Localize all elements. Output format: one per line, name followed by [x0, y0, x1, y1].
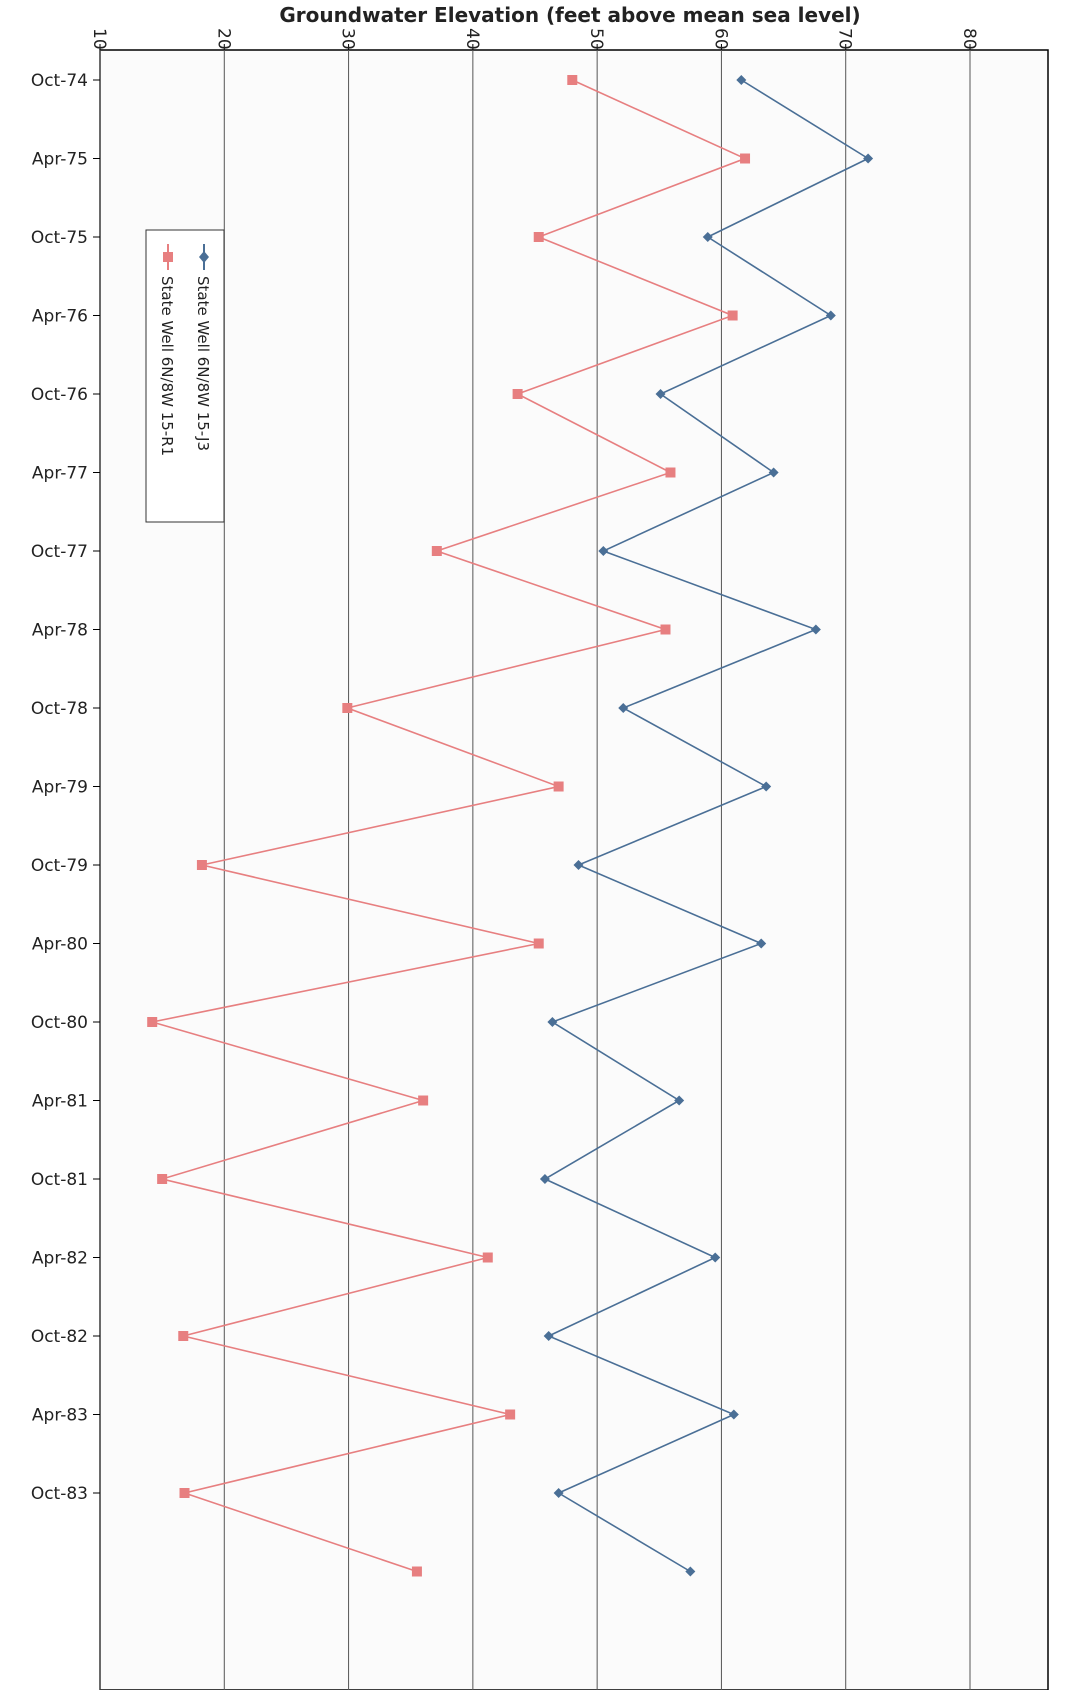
data-point	[533, 232, 544, 242]
data-point	[768, 467, 779, 478]
data-point	[740, 153, 751, 164]
series-layer	[147, 75, 874, 1577]
legend-label-1: State Well 6N/8W 15-J3	[194, 276, 212, 451]
data-point	[710, 1252, 721, 1263]
data-point	[533, 938, 544, 949]
data-point	[761, 781, 772, 792]
data-point	[567, 75, 578, 85]
category-tick-label: Oct-79	[31, 856, 88, 876]
plot-area	[99, 49, 1049, 1690]
data-point	[147, 1017, 158, 1027]
legend-marker-1	[199, 251, 209, 263]
value-tick-label: 60	[710, 28, 730, 50]
data-point	[736, 75, 747, 85]
category-tick-label: Oct-81	[31, 1170, 88, 1190]
data-point	[178, 1331, 189, 1341]
data-point	[553, 1488, 564, 1498]
category-axis-ticks: Oct-74 Apr-75 Oct-75 Apr-76 Oct-76 Apr-77 Oct-…	[31, 71, 100, 1504]
data-point	[196, 860, 207, 870]
data-point	[547, 1017, 558, 1027]
data-point	[512, 389, 523, 399]
data-point	[618, 703, 629, 713]
value-tick-label: 50	[586, 28, 606, 50]
category-tick-label: Apr-80	[32, 935, 88, 955]
legend-label-2: State Well 6N/8W 15-R1	[158, 276, 176, 456]
data-point	[411, 1566, 422, 1577]
data-point	[543, 1331, 554, 1341]
legend-item-1: State Well 6N/8W 15-J3	[194, 244, 212, 451]
series-line	[543, 79, 870, 1573]
value-tick-label: 30	[338, 28, 358, 50]
category-tick-label: Apr-75	[32, 150, 88, 170]
data-point	[674, 1095, 685, 1106]
category-tick-label: Oct-76	[31, 385, 88, 405]
category-tick-label: Oct-83	[31, 1484, 88, 1504]
data-point	[863, 153, 874, 164]
category-tick-label: Apr-78	[32, 621, 88, 641]
value-tick-label: 40	[462, 28, 482, 50]
data-point	[665, 467, 676, 478]
data-point	[157, 1174, 168, 1184]
data-point	[431, 546, 442, 556]
value-tick-label: 20	[213, 28, 233, 50]
category-tick-label: Apr-81	[32, 1092, 88, 1112]
data-point	[539, 1174, 550, 1184]
value-tick-label: 10	[89, 28, 109, 50]
legend: State Well 6N/8W 15-J3 State Well 6N/8W …	[145, 229, 225, 523]
value-axis-title: Groundwater Elevation (feet above mean s…	[279, 3, 860, 27]
series-line	[151, 79, 748, 1573]
data-point	[810, 624, 821, 635]
value-tick-label: 80	[959, 28, 979, 50]
data-point	[660, 624, 671, 635]
category-tick-label: Apr-76	[32, 307, 88, 327]
category-tick-label: Oct-80	[31, 1013, 88, 1033]
data-point	[418, 1095, 429, 1106]
category-tick-label: Oct-82	[31, 1327, 88, 1347]
data-point	[179, 1488, 190, 1498]
data-point	[728, 1409, 739, 1420]
data-point	[342, 703, 353, 713]
data-point	[573, 860, 584, 870]
legend-item-2: State Well 6N/8W 15-R1	[158, 244, 176, 456]
category-tick-label: Apr-79	[32, 778, 88, 798]
data-point	[505, 1409, 516, 1420]
series-1	[539, 75, 874, 1577]
legend-marker-2	[163, 252, 173, 262]
category-tick-label: Oct-78	[31, 699, 88, 719]
category-tick-label: Oct-74	[31, 71, 88, 91]
value-tick-label: 70	[835, 28, 855, 50]
series-2	[147, 75, 751, 1577]
category-tick-label: Apr-83	[32, 1406, 88, 1426]
category-tick-label: Oct-77	[31, 542, 88, 562]
data-point	[598, 546, 609, 556]
data-point	[727, 310, 738, 321]
data-point	[756, 938, 767, 949]
data-point	[553, 781, 564, 792]
value-axis-ticks: 10 20 30 40 50 60 70 80	[89, 28, 979, 50]
data-point	[482, 1252, 493, 1263]
category-tick-label: Oct-75	[31, 228, 88, 248]
data-point	[825, 310, 836, 321]
data-point	[685, 1566, 696, 1577]
data-point	[655, 389, 666, 399]
category-tick-label: Apr-77	[32, 464, 88, 484]
category-tick-label: Apr-82	[32, 1249, 88, 1269]
data-point	[702, 232, 713, 242]
legend-box	[145, 229, 225, 523]
